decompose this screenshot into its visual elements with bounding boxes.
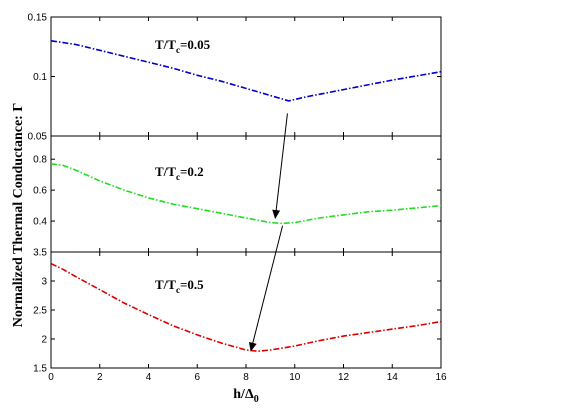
y-tick-label-1-2: 0.8 [33, 155, 47, 166]
panel-label-1: T/Tc=0.2 [155, 164, 204, 182]
x-tick-label-2: 4 [146, 372, 152, 383]
panel-label-0: T/Tc=0.05 [155, 37, 211, 55]
x-tick-label-6: 12 [338, 372, 350, 383]
x-tick-label-4: 8 [243, 372, 249, 383]
panel-frame-2 [50, 251, 442, 369]
x-tick-label-0: 0 [48, 372, 54, 383]
y-tick-label-2-4: 3.5 [33, 248, 47, 259]
y-tick-label-2-1: 2 [41, 335, 47, 346]
x-tick-label-5: 10 [289, 372, 301, 383]
y-tick-label-2-2: 2.5 [33, 306, 47, 317]
y-tick-label-1-1: 0.6 [33, 186, 47, 197]
series-line-2-0 [50, 262, 442, 353]
x-tick-label-8: 16 [435, 372, 447, 383]
y-tick-label-2-0: 1.5 [33, 364, 47, 375]
y-tick-label-0-2: 0.15 [28, 13, 48, 24]
y-tick-label-2-3: 3 [41, 277, 47, 288]
y-tick-label-1-0: 0.4 [33, 217, 47, 228]
x-tick-label-1: 2 [97, 372, 103, 383]
panel-frame-1 [50, 135, 442, 253]
x-tick-label-3: 6 [194, 372, 200, 383]
trend-arrow-1 [248, 225, 284, 352]
x-tick-label-7: 14 [387, 372, 399, 383]
series-line-0-0 [50, 40, 442, 102]
panel-frame-0 [50, 16, 442, 137]
panel-label-2: T/Tc=0.5 [155, 277, 204, 295]
series-line-1-0 [50, 163, 442, 225]
y-tick-label-0-1: 0.1 [33, 72, 47, 83]
y-tick-label-0-0: 0.05 [28, 132, 48, 143]
trend-arrow-0 [272, 113, 288, 219]
y-axis-label: Normalized Thermal Conductance: Γ [11, 103, 26, 328]
x-axis-label: h/Δ0 [233, 387, 258, 405]
